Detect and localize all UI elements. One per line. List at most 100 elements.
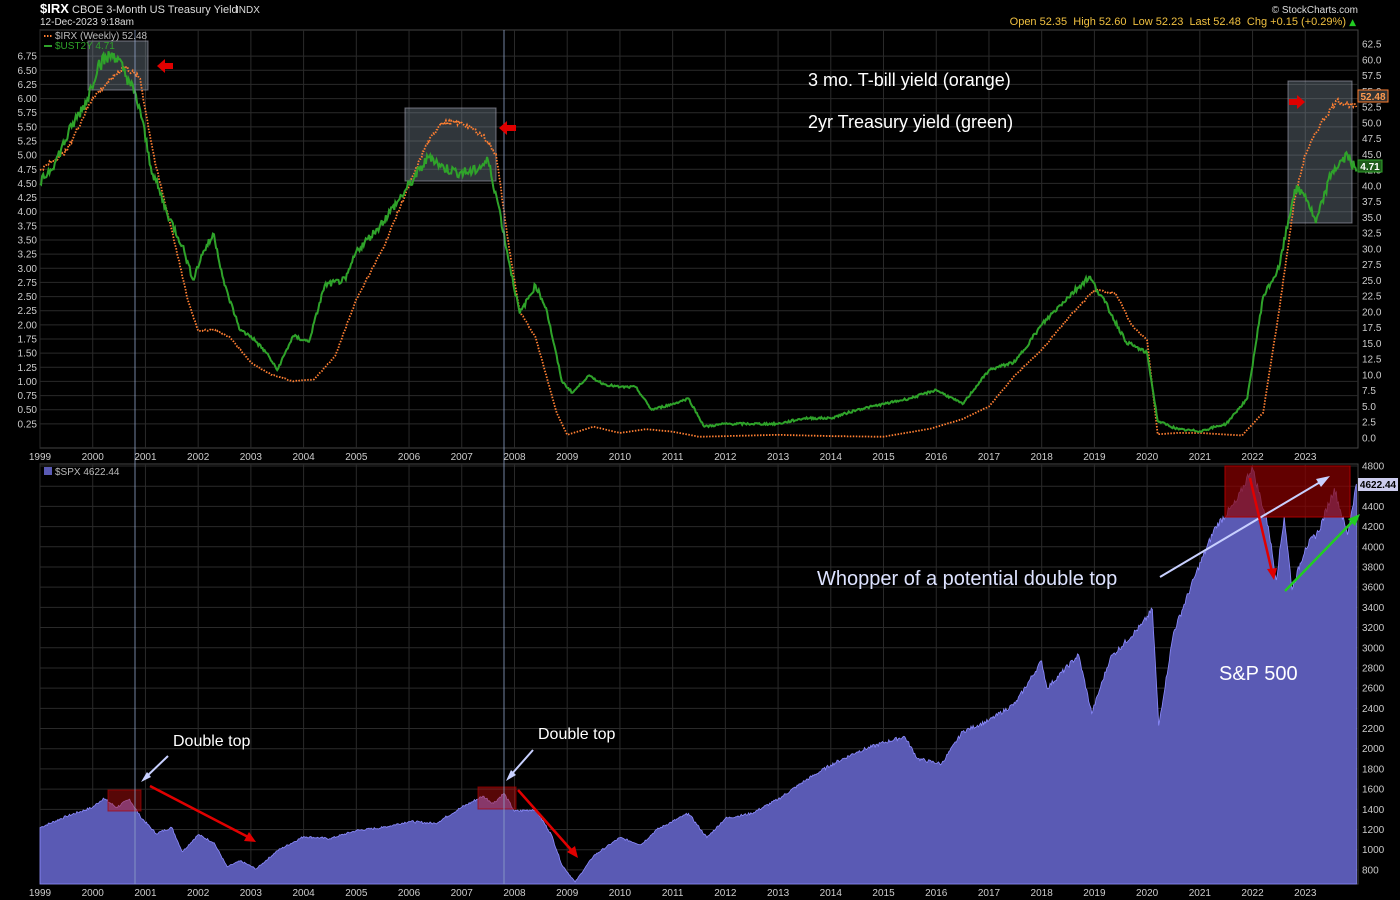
x-tick-label: 2017 — [978, 888, 1001, 899]
yield-legend: $IRX (Weekly) 52.48 $UST2Y 4.71 — [44, 31, 148, 52]
x-tick-label: 2009 — [556, 452, 579, 463]
red-arrow-left-icon-2007 — [499, 121, 516, 135]
red-decline-arrow-2007 — [517, 789, 574, 853]
right-y-tick-label: 22.5 — [1362, 292, 1382, 303]
x-tick-label: 2001 — [134, 888, 157, 899]
spx-last-tag-text: 4622.44 — [1360, 480, 1397, 491]
x-tick-label: 1999 — [29, 888, 52, 899]
x-tick-label: 1999 — [29, 452, 52, 463]
x-tick-label: 2016 — [925, 452, 948, 463]
right-y-tick-label: 25.0 — [1362, 276, 1382, 287]
x-tick-label: 2011 — [662, 452, 684, 463]
x-tick-label: 2008 — [503, 888, 526, 899]
right-y-tick-label: 7.5 — [1362, 386, 1376, 397]
chart-header: $IRX CBOE 3-Month US Treasury Yield INDX… — [40, 1, 1358, 28]
spx-y-tick-label: 2600 — [1362, 684, 1385, 695]
x-tick-label: 2010 — [609, 888, 632, 899]
left-y-tick-label: 5.00 — [18, 151, 38, 162]
double-top-1-pointer-arrowhead-icon — [141, 772, 151, 782]
spx-y-tick-label: 3400 — [1362, 603, 1385, 614]
irx-last-tag-text: 52.48 — [1360, 92, 1385, 103]
stockcharts-credit: © StockCharts.com — [1272, 5, 1358, 16]
x-tick-label: 2020 — [1136, 452, 1159, 463]
left-y-tick-label: 4.75 — [18, 165, 38, 176]
x-tick-label: 2014 — [820, 888, 843, 899]
x-tick-label: 2008 — [503, 452, 526, 463]
spx-y-tick-label: 3200 — [1362, 623, 1385, 634]
x-tick-label: 2005 — [345, 888, 368, 899]
annotations: 3 mo. T-bill yield (orange) 2yr Treasury… — [141, 59, 1360, 858]
spx-last-tag — [1358, 478, 1398, 491]
left-y-tick-label: 6.75 — [18, 52, 38, 63]
left-y-tick-label: 1.00 — [18, 377, 38, 388]
left-y-tick-label: 3.25 — [18, 250, 38, 261]
spx-area — [39, 465, 1357, 885]
yield-panel-frame — [39, 29, 1359, 449]
left-y-tick-label: 3.75 — [18, 221, 38, 232]
right-y-tick-label: 45.0 — [1362, 150, 1382, 161]
left-y-tick-label: 2.50 — [18, 292, 38, 303]
irx-legend-label: $IRX (Weekly) 52.48 — [55, 31, 148, 42]
x-tick-label: 2006 — [398, 452, 421, 463]
x-tick-label: 2020 — [1136, 888, 1159, 899]
whopper-pointer-arrow — [1159, 480, 1323, 578]
right-y-tick-label: 17.5 — [1362, 323, 1382, 334]
right-y-tick-label: 57.5 — [1362, 71, 1382, 82]
right-y-tick-label: 15.0 — [1362, 339, 1382, 350]
left-y-tick-label: 2.00 — [18, 320, 38, 331]
x-tick-label: 2012 — [714, 452, 737, 463]
spx-legend-label: $SPX 4622.44 — [55, 467, 120, 478]
right-y-tick-label: 10.0 — [1362, 370, 1382, 381]
left-y-tick-label: 1.75 — [18, 335, 38, 346]
ust2y-last-tag — [1357, 159, 1383, 173]
yield-highlight-boxes — [87, 40, 1353, 224]
left-y-tick-label: 2.25 — [18, 306, 38, 317]
x-tick-label: 2003 — [240, 452, 263, 463]
x-tick-label: 2019 — [1083, 452, 1106, 463]
red-decline-arrowhead-icon-2022 — [1267, 568, 1277, 580]
symbol-description: CBOE 3-Month US Treasury Yield — [72, 4, 238, 16]
x-tick-label: 2014 — [820, 452, 843, 463]
left-y-tick-label: 0.25 — [18, 419, 38, 430]
annotation-ust2y-description: 2yr Treasury yield (green) — [808, 112, 1013, 132]
left-y-tick-label: 4.50 — [18, 179, 38, 190]
x-tick-label: 2003 — [240, 888, 263, 899]
spx-legend: $SPX 4622.44 — [44, 467, 120, 478]
left-y-tick-label: 2.75 — [18, 278, 38, 289]
chart-date: 12-Dec-2023 9:18am — [40, 17, 134, 28]
right-y-tick-label: 27.5 — [1362, 260, 1382, 271]
left-y-tick-label: 4.25 — [18, 193, 38, 204]
irx-series-line — [39, 64, 1358, 438]
spx-y-tick-label: 800 — [1362, 865, 1379, 876]
left-y-tick-label: 3.50 — [18, 236, 38, 247]
x-tick-label: 2005 — [345, 452, 368, 463]
spx-y-tick-label: 1400 — [1362, 805, 1385, 816]
left-y-tick-label: 5.50 — [18, 122, 38, 133]
left-y-tick-label: 0.75 — [18, 391, 38, 402]
spx-y-tick-label: 2000 — [1362, 744, 1385, 755]
annotation-whopper: Whopper of a potential double top — [817, 568, 1117, 590]
x-tick-label: 2004 — [292, 452, 315, 463]
x-tick-label: 2007 — [451, 888, 474, 899]
spx-y-tick-label: 4400 — [1362, 502, 1385, 513]
yield-axes: 1999 2000 2001 2002 2003 2004 2005 2006 2007 2008… — [18, 40, 1382, 464]
red-decline-arrowhead-icon-2000 — [244, 832, 256, 842]
spx-y-tick-label: 1600 — [1362, 785, 1385, 796]
spx-y-tick-label: 2400 — [1362, 704, 1385, 715]
right-y-tick-label: 30.0 — [1362, 244, 1382, 255]
ust2y-last-tag-text: 4.71 — [1360, 162, 1380, 173]
left-y-tick-label: 5.75 — [18, 108, 38, 119]
right-y-tick-label: 2.5 — [1362, 418, 1376, 429]
x-tick-label: 2017 — [978, 452, 1001, 463]
spx-y-tick-label: 4000 — [1362, 542, 1385, 553]
spx-highlight-boxes — [107, 465, 1351, 812]
spx-y-tick-label: 3600 — [1362, 583, 1385, 594]
chg-up-icon: ▲ — [1349, 18, 1356, 28]
double-top-2-pointer-arrow — [509, 749, 534, 777]
x-tick-label: 2022 — [1241, 452, 1264, 463]
spx-y-tick-label: 3800 — [1362, 562, 1385, 573]
spx-y-tick-label: 1200 — [1362, 825, 1385, 836]
x-tick-label: 2009 — [556, 888, 579, 899]
right-y-tick-label: 40.0 — [1362, 181, 1382, 192]
right-y-tick-label: 52.5 — [1362, 103, 1382, 114]
